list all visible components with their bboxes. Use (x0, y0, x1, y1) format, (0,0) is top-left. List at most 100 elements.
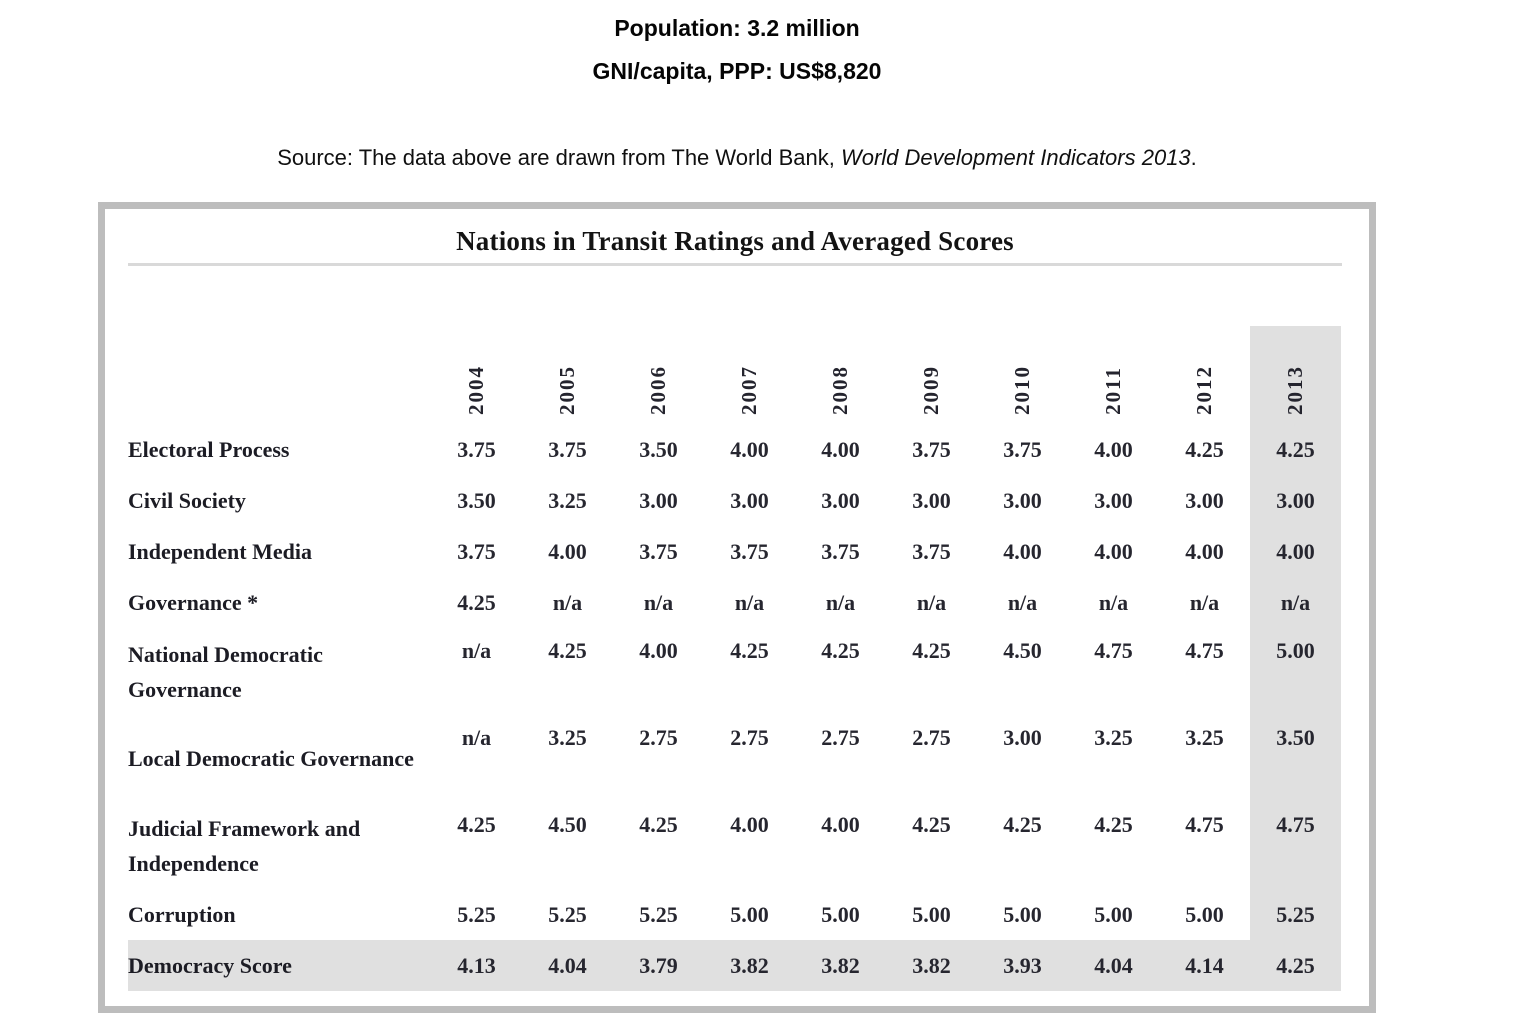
cell-value: 3.00 (1185, 487, 1224, 513)
year-header-label: 2008 (828, 365, 852, 415)
cell-value: 3.00 (1250, 475, 1341, 526)
cell-value: 4.50 (548, 812, 587, 837)
ratings-table-frame: Nations in Transit Ratings and Averaged … (98, 202, 1376, 1013)
cell-value: 3.00 (1094, 487, 1133, 513)
cell-value: n/a (461, 725, 492, 750)
cell-value: 3.75 (912, 436, 951, 462)
year-header: 2007 (704, 326, 795, 424)
year-header: 2011 (1068, 326, 1159, 424)
cell-value: 3.25 (1185, 725, 1224, 750)
cell-value: 3.82 (795, 940, 886, 991)
cell-value: 4.25 (639, 812, 678, 837)
cell-value: 3.50 (457, 487, 496, 513)
cell-value: 4.25 (1003, 812, 1042, 837)
cell-value: 3.82 (704, 940, 795, 991)
year-header: 2008 (795, 326, 886, 424)
cell-value: 3.75 (1003, 436, 1042, 462)
cell-value: 4.75 (1185, 812, 1224, 837)
cell-value: 3.79 (613, 940, 704, 991)
cell-value: 4.00 (821, 812, 860, 837)
row-label: Local Democratic Governance (128, 746, 414, 771)
cell-value: 3.00 (1003, 725, 1042, 750)
row-label: Democracy Score (128, 940, 431, 991)
row-label: Electoral Process (128, 437, 290, 462)
row-label: Civil Society (128, 488, 246, 513)
cell-value: 4.25 (457, 589, 496, 615)
cell-value: 4.75 (1250, 802, 1341, 889)
cell-value: 4.00 (821, 436, 860, 462)
cell-value: 2.75 (639, 725, 678, 750)
year-header-label: 2005 (555, 365, 579, 415)
cell-value: 4.25 (1094, 812, 1133, 837)
year-header: 2010 (977, 326, 1068, 424)
cell-value: n/a (1189, 589, 1220, 615)
cell-value: 4.00 (639, 638, 678, 663)
cell-value: 3.75 (821, 538, 860, 564)
cell-value: 3.25 (548, 487, 587, 513)
cell-value: 4.00 (1094, 538, 1133, 564)
cell-value: 5.00 (730, 901, 769, 927)
cell-value: n/a (643, 589, 674, 615)
cell-value: 4.50 (1003, 638, 1042, 663)
cell-value: 2.75 (821, 725, 860, 750)
table-title: Nations in Transit Ratings and Averaged … (456, 226, 1014, 256)
cell-value: 4.00 (730, 436, 769, 462)
cell-value: 3.00 (821, 487, 860, 513)
population-stat: Population: 3.2 million (614, 15, 860, 41)
cell-value: n/a (825, 589, 856, 615)
cell-value: 4.25 (912, 638, 951, 663)
cell-value: 3.93 (977, 940, 1068, 991)
cell-value: 3.82 (886, 940, 977, 991)
year-header: 2009 (886, 326, 977, 424)
cell-value: 5.25 (457, 901, 496, 927)
row-label: Judicial Framework and Independence (128, 815, 361, 876)
cell-value: 4.25 (912, 812, 951, 837)
source-note: Source: The data above are drawn from Th… (98, 143, 1376, 173)
cell-value: 4.25 (821, 638, 860, 663)
cell-value: n/a (1007, 589, 1038, 615)
cell-value: 3.00 (730, 487, 769, 513)
cell-value: 4.00 (1250, 526, 1341, 577)
row-label: Governance * (128, 590, 259, 615)
cell-value: 4.04 (522, 940, 613, 991)
cell-value: 4.00 (730, 812, 769, 837)
year-header-label: 2011 (1101, 366, 1125, 415)
cell-value: 5.00 (1185, 901, 1224, 927)
cell-value: 5.00 (821, 901, 860, 927)
cell-value: 3.25 (548, 725, 587, 750)
cell-value: 4.00 (1094, 436, 1133, 462)
cell-value: n/a (1250, 577, 1341, 628)
year-header: 2006 (613, 326, 704, 424)
cell-value: 4.75 (1185, 638, 1224, 663)
row-label: Independent Media (128, 539, 312, 564)
source-note-period: . (1190, 145, 1197, 170)
cell-value: 4.04 (1068, 940, 1159, 991)
cell-value: 3.00 (639, 487, 678, 513)
year-header-label: 2010 (1010, 365, 1034, 415)
cell-value: 4.25 (457, 812, 496, 837)
table-top-spacer (128, 266, 1341, 326)
cell-value: 3.50 (639, 436, 678, 462)
cell-value: 4.25 (548, 638, 587, 663)
cell-value: 3.50 (1250, 715, 1341, 802)
cell-value: 4.25 (1250, 424, 1341, 475)
cell-value: 5.00 (1003, 901, 1042, 927)
source-note-text: Source: The data above are drawn from Th… (277, 145, 841, 170)
year-header-label: 2004 (464, 365, 488, 415)
gni-stat: GNI/capita, PPP: US$8,820 (592, 58, 882, 84)
year-header: 2004 (431, 326, 522, 424)
table-corner-cell (128, 326, 431, 424)
document-page: Population: 3.2 million GNI/capita, PPP:… (98, 0, 1376, 1013)
year-header: 2013 (1250, 326, 1341, 424)
cell-value: 4.75 (1094, 638, 1133, 663)
cell-value: 5.25 (1250, 889, 1341, 940)
row-label: National Democratic Governance (128, 641, 323, 702)
cell-value: 4.13 (431, 940, 522, 991)
year-header-label: 2012 (1192, 365, 1216, 415)
cell-value: 4.00 (548, 538, 587, 564)
cell-value: 5.00 (1250, 628, 1341, 715)
cell-value: 3.75 (457, 436, 496, 462)
cell-value: 4.00 (1185, 538, 1224, 564)
year-header-label: 2006 (646, 365, 670, 415)
cell-value: 5.25 (639, 901, 678, 927)
